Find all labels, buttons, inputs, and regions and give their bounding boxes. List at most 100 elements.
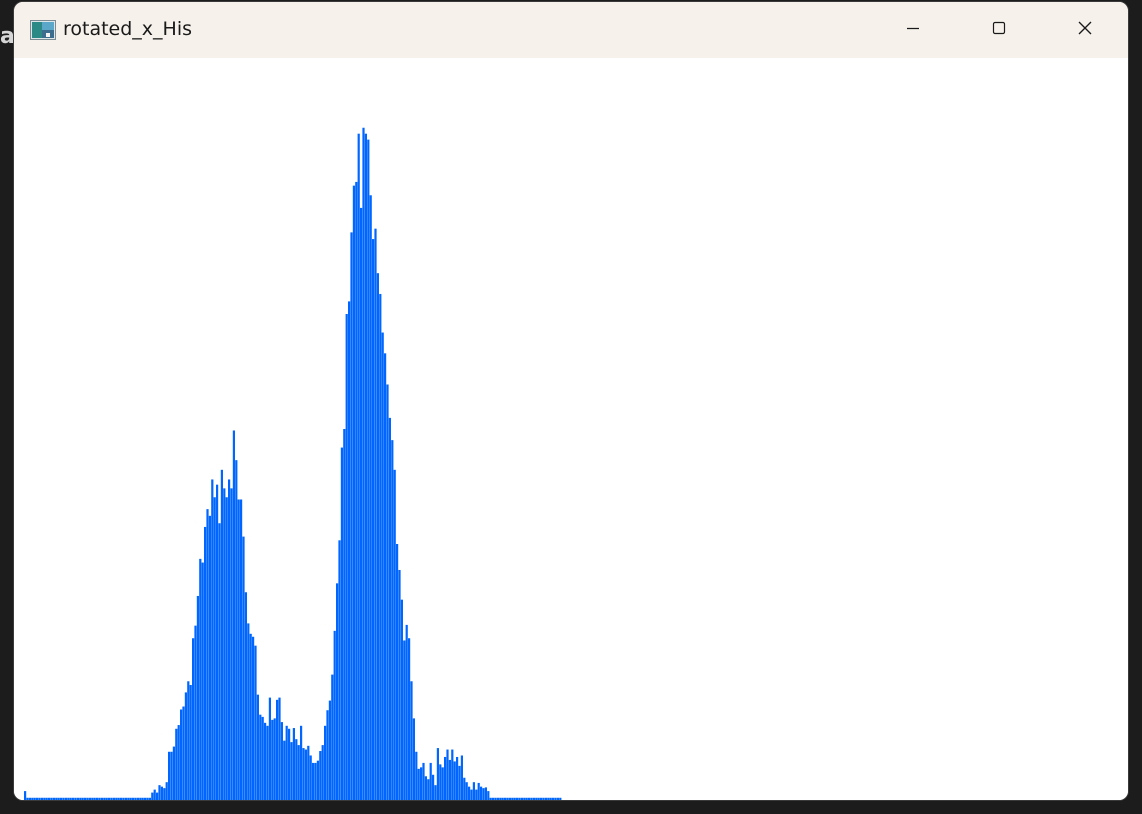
- histogram-bar: [127, 797, 130, 800]
- histogram-bar: [496, 797, 499, 800]
- histogram-bar: [314, 762, 317, 800]
- minimize-icon: [905, 20, 921, 41]
- histogram-bar: [410, 681, 413, 800]
- histogram-bar: [290, 742, 293, 800]
- histogram-bar: [472, 782, 475, 800]
- histogram-bar: [453, 761, 456, 800]
- histogram-bar: [280, 722, 283, 800]
- histogram-bar: [475, 789, 478, 800]
- histogram-bar: [52, 797, 55, 800]
- histogram-bar: [376, 273, 379, 800]
- histogram-bar: [518, 797, 521, 800]
- histogram-bar: [422, 762, 425, 800]
- histogram-bar: [300, 725, 303, 800]
- histogram-bar: [340, 447, 343, 800]
- histogram-bar: [446, 749, 449, 800]
- app-icon: [30, 20, 56, 40]
- histogram-bar: [386, 384, 389, 800]
- histogram-bar: [98, 797, 101, 800]
- histogram-bar: [120, 797, 123, 800]
- histogram-bar: [355, 181, 358, 800]
- histogram-bar: [278, 697, 281, 800]
- histogram-bar: [110, 797, 113, 800]
- histogram-bar: [393, 469, 396, 800]
- histogram-bar: [201, 562, 204, 800]
- histogram-bar: [232, 430, 235, 800]
- histogram-bar: [122, 797, 125, 800]
- histogram-bar: [530, 797, 533, 800]
- histogram-bar: [139, 797, 142, 800]
- histogram-bar: [86, 797, 89, 800]
- histogram-bar: [345, 313, 348, 800]
- histogram-bar: [50, 797, 53, 800]
- maximize-button[interactable]: [956, 2, 1042, 58]
- histogram-bar: [28, 797, 31, 800]
- histogram-bar: [43, 797, 46, 800]
- histogram-bar: [91, 797, 94, 800]
- histogram-bar: [266, 725, 269, 800]
- histogram-bar: [64, 797, 67, 800]
- histogram-bar: [264, 722, 267, 800]
- histogram-bar: [458, 765, 461, 800]
- histogram-bar: [487, 791, 490, 800]
- histogram-bar: [427, 779, 430, 800]
- histogram-bar: [268, 697, 271, 800]
- histogram-bar: [480, 786, 483, 800]
- histogram-bar: [220, 469, 223, 800]
- histogram-bar: [273, 718, 276, 800]
- histogram-bar: [148, 797, 151, 800]
- histogram-bar: [367, 139, 370, 800]
- title-bar[interactable]: rotated_x_His: [14, 2, 1128, 58]
- histogram-bar: [391, 440, 394, 800]
- histogram-bar: [501, 797, 504, 800]
- histogram-bar: [499, 797, 502, 800]
- histogram-bar: [494, 797, 497, 800]
- histogram-bar: [352, 185, 355, 800]
- close-button[interactable]: [1042, 2, 1128, 58]
- histogram-bar: [26, 797, 29, 800]
- histogram-bar: [271, 719, 274, 800]
- histogram-bar: [554, 797, 557, 800]
- histogram-bar: [444, 756, 447, 800]
- histogram-bar: [506, 797, 509, 800]
- histogram-bar: [194, 625, 197, 800]
- histogram-bar: [523, 797, 526, 800]
- histogram-bar: [225, 497, 228, 800]
- histogram-bar: [326, 710, 329, 800]
- histogram-bar: [168, 751, 171, 800]
- histogram-bar: [276, 699, 279, 800]
- histogram-bar: [33, 797, 36, 800]
- histogram-bar: [405, 624, 408, 800]
- histogram-bar: [48, 797, 51, 800]
- histogram-bar: [372, 239, 375, 800]
- histogram-bar: [40, 797, 43, 800]
- histogram-plot-area: [14, 58, 1128, 800]
- histogram-bar: [57, 797, 60, 800]
- histogram-bar: [55, 797, 58, 800]
- histogram-bar: [556, 797, 559, 800]
- histogram-bar: [45, 797, 48, 800]
- histogram-bar: [84, 797, 87, 800]
- histogram-bar: [384, 353, 387, 800]
- window-title: rotated_x_His: [63, 18, 193, 40]
- histogram-window: rotated_x_His: [14, 2, 1128, 800]
- histogram-bar: [288, 728, 291, 800]
- histogram-bar: [151, 792, 154, 800]
- minimize-button[interactable]: [870, 2, 956, 58]
- histogram-bar: [436, 748, 439, 800]
- histogram-bar: [528, 797, 531, 800]
- histogram-bar: [379, 293, 382, 800]
- histogram-bar: [388, 417, 391, 800]
- histogram-bar: [175, 728, 178, 800]
- histogram-bar: [484, 787, 487, 800]
- histogram-bar: [470, 789, 473, 800]
- histogram-bar: [96, 797, 99, 800]
- histogram-bar: [364, 133, 367, 800]
- histogram-bar: [177, 725, 180, 800]
- histogram-bar: [31, 797, 34, 800]
- histogram-bar: [374, 228, 377, 800]
- histogram-bar: [549, 797, 552, 800]
- histogram-bar: [542, 797, 545, 800]
- histogram-bar: [532, 797, 535, 800]
- histogram-bar: [381, 332, 384, 800]
